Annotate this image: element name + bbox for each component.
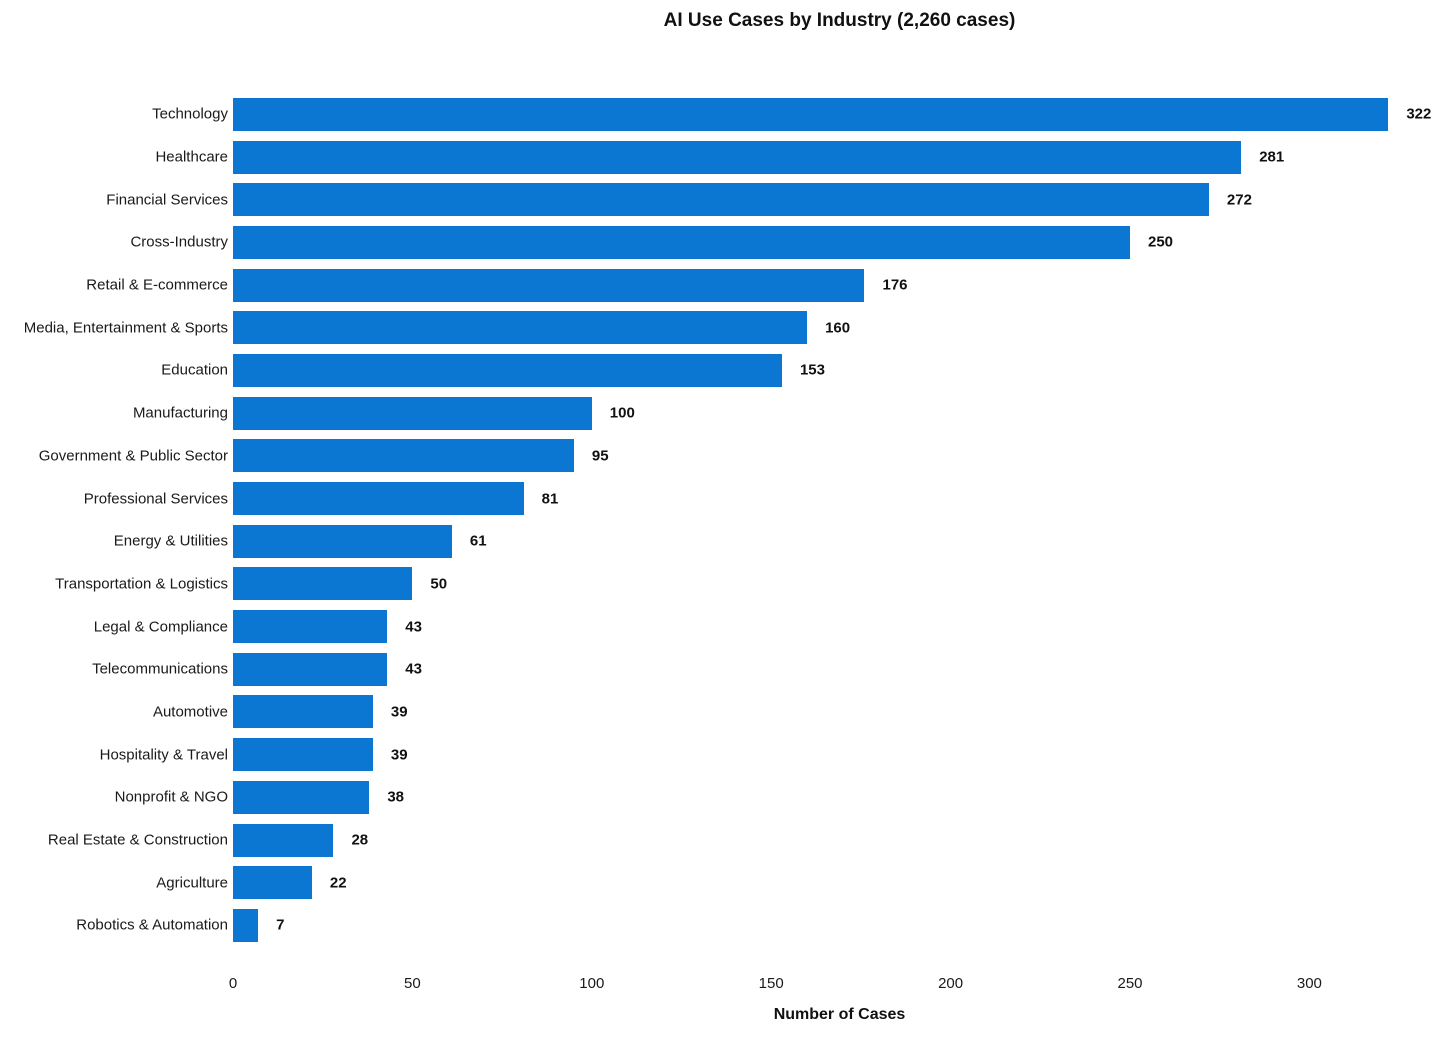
- bar: [233, 225, 1130, 259]
- x-tick-label: 300: [1296, 975, 1322, 992]
- bar-row: Professional Services 81: [0, 477, 1456, 520]
- value-label: 28: [351, 831, 369, 849]
- bar: [233, 482, 524, 516]
- x-tick-label: 0: [228, 975, 238, 992]
- bar-row: Legal & Compliance 43: [0, 605, 1456, 648]
- category-label: Telecommunications: [92, 660, 228, 678]
- x-axis-ticks: 0 50 100 150 200 250 300: [0, 975, 1456, 995]
- value-label: 322: [1406, 105, 1432, 123]
- bar-row: Nonprofit & NGO 38: [0, 776, 1456, 819]
- bar-row: Cross-Industry 250: [0, 221, 1456, 264]
- bar: [233, 524, 452, 558]
- value-label: 176: [882, 276, 908, 294]
- bar: [233, 610, 388, 644]
- value-label: 39: [390, 746, 408, 764]
- value-label: 100: [609, 404, 635, 422]
- bar: [233, 695, 373, 729]
- chart-title: AI Use Cases by Industry (2,260 cases): [663, 10, 1016, 31]
- category-label: Technology: [152, 105, 228, 123]
- bar: [233, 97, 1389, 131]
- bar-row: Healthcare 281: [0, 136, 1456, 179]
- value-label: 39: [390, 703, 408, 721]
- x-tick-label: 50: [404, 975, 421, 992]
- category-label: Media, Entertainment & Sports: [23, 319, 228, 337]
- bar-row: Technology 322: [0, 93, 1456, 136]
- category-label: Nonprofit & NGO: [114, 788, 228, 806]
- bar: [233, 866, 312, 900]
- category-label: Legal & Compliance: [93, 618, 228, 636]
- bar-row: Government & Public Sector 95: [0, 435, 1456, 478]
- x-tick-label: 200: [938, 975, 964, 992]
- bar-row: Robotics & Automation 7: [0, 904, 1456, 947]
- category-label: Energy & Utilities: [113, 532, 228, 550]
- category-label: Transportation & Logistics: [55, 575, 228, 593]
- category-label: Healthcare: [155, 148, 228, 166]
- category-label: Cross-Industry: [130, 233, 228, 251]
- x-tick-label: 150: [758, 975, 784, 992]
- x-tick-label: 100: [579, 975, 605, 992]
- bar-row: Automotive 39: [0, 691, 1456, 734]
- bar-row: Real Estate & Construction 28: [0, 819, 1456, 862]
- value-label: 81: [541, 490, 559, 508]
- value-label: 153: [799, 361, 825, 379]
- value-label: 7: [276, 916, 285, 934]
- bar-row: Education 153: [0, 349, 1456, 392]
- value-label: 95: [591, 447, 609, 465]
- value-label: 43: [405, 660, 422, 678]
- x-tick-label: 250: [1117, 975, 1143, 992]
- category-label: Hospitality & Travel: [99, 746, 228, 764]
- category-label: Manufacturing: [132, 404, 228, 422]
- value-label: 61: [469, 532, 487, 550]
- bar-row: Media, Entertainment & Sports 160: [0, 306, 1456, 349]
- bar-row: Retail & E-commerce 176: [0, 264, 1456, 307]
- bar: [233, 396, 592, 430]
- category-label: Education: [161, 361, 228, 379]
- bar: [233, 268, 865, 302]
- bar-row: Telecommunications 43: [0, 648, 1456, 691]
- category-label: Government & Public Sector: [38, 447, 228, 465]
- bar: [233, 311, 808, 345]
- bar: [233, 908, 259, 942]
- value-label: 281: [1259, 148, 1285, 166]
- value-label: 272: [1226, 191, 1252, 209]
- bar: [233, 567, 413, 601]
- bar-row: Manufacturing 100: [0, 392, 1456, 435]
- bar: [233, 183, 1209, 217]
- bar: [233, 780, 370, 814]
- category-label: Automotive: [152, 703, 228, 721]
- bar: [233, 439, 574, 473]
- bars-area: Technology 322 Healthcare 281 Financial Serv…: [0, 93, 1456, 947]
- bar: [233, 353, 782, 387]
- bar-row: Financial Services 272: [0, 178, 1456, 221]
- value-label: 250: [1148, 233, 1174, 251]
- category-label: Financial Services: [106, 191, 228, 209]
- bar-row: Energy & Utilities 61: [0, 520, 1456, 563]
- bar: [233, 652, 388, 686]
- value-label: 38: [387, 788, 405, 806]
- bar-row: Transportation & Logistics 50: [0, 563, 1456, 606]
- category-label: Professional Services: [83, 490, 228, 508]
- value-label: 50: [430, 575, 448, 593]
- bar: [233, 823, 334, 857]
- x-axis-label: Number of Cases: [773, 1006, 906, 1023]
- value-label: 160: [825, 319, 851, 337]
- category-label: Agriculture: [156, 874, 228, 892]
- bar: [233, 738, 373, 772]
- bar-row: Hospitality & Travel 39: [0, 733, 1456, 776]
- bar-row: Agriculture 22: [0, 861, 1456, 904]
- value-label: 22: [329, 874, 347, 892]
- value-label: 43: [405, 618, 422, 636]
- bar: [233, 140, 1242, 174]
- category-label: Retail & E-commerce: [86, 276, 228, 294]
- category-label: Robotics & Automation: [76, 916, 228, 934]
- category-label: Real Estate & Construction: [47, 831, 228, 849]
